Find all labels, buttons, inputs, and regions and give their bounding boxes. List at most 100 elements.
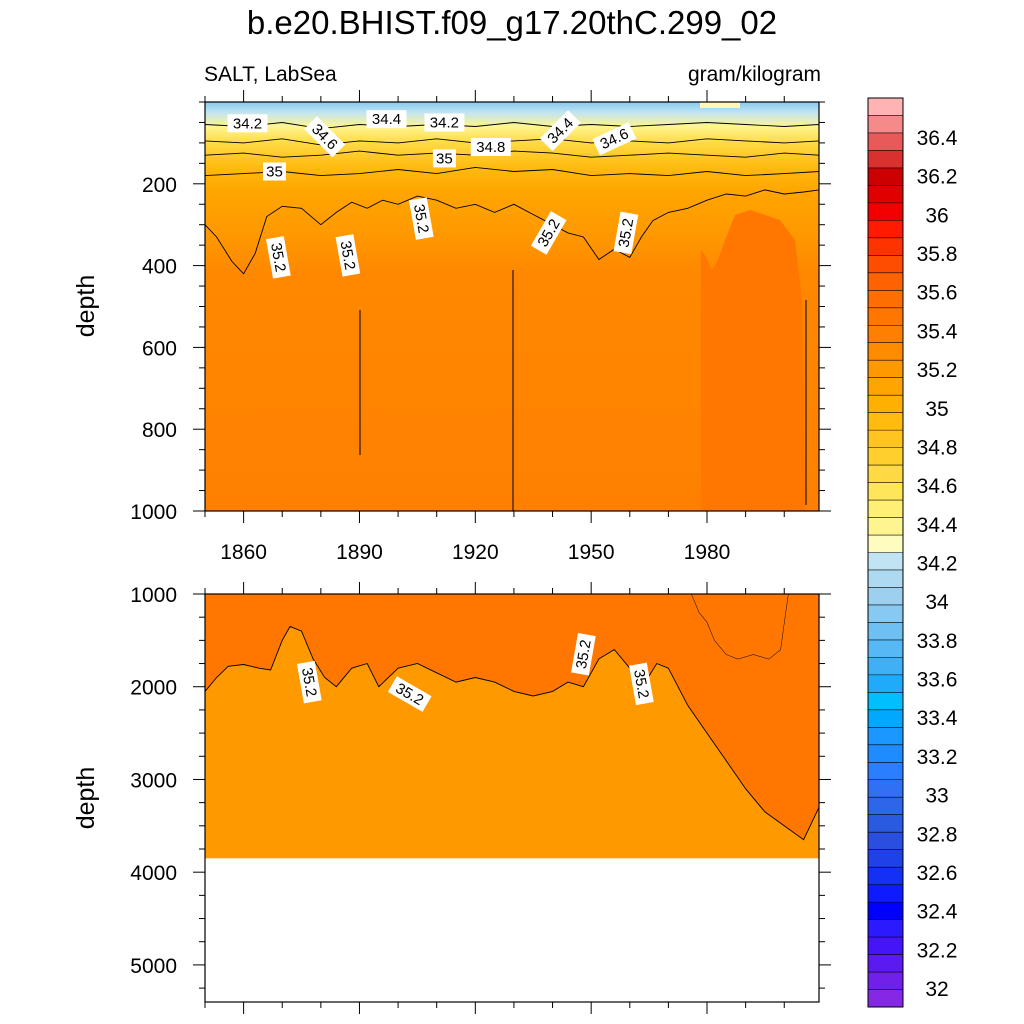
contour-label-bg — [539, 110, 581, 152]
contour-label-text: 35.2 — [630, 668, 652, 700]
contour-label: 34.6 — [304, 116, 346, 158]
colorbar-label: 33.4 — [917, 707, 958, 730]
colorbar-swatch — [868, 447, 903, 466]
colorbar-swatch — [868, 884, 903, 903]
contour-label-text: 35.2 — [267, 242, 289, 274]
contour-label-text: 34.8 — [476, 139, 505, 156]
colorbar-label: 34.8 — [917, 436, 958, 459]
colorbar-swatch — [868, 919, 903, 938]
colorbar-swatch — [868, 517, 903, 536]
colorbar-swatch — [868, 639, 903, 658]
colorbar-swatch — [868, 482, 903, 501]
contour-label-bg — [335, 234, 361, 277]
colorbar-label: 32.8 — [917, 823, 958, 846]
colorbar-label: 35.6 — [917, 282, 958, 305]
contour-label: 35.2 — [571, 633, 596, 676]
contour-label-bg — [387, 676, 432, 712]
y-tick-label: 3000 — [130, 769, 177, 792]
colorbar-swatch — [868, 902, 903, 920]
colorbar-swatch — [868, 377, 903, 396]
colorbar-swatch — [868, 412, 903, 431]
colorbar-swatch — [868, 814, 903, 833]
contour-line-34.6 — [205, 138, 819, 146]
contour-label-text: 35.2 — [337, 240, 359, 272]
y-tick-label: 400 — [142, 256, 177, 279]
colorbar-label: 34.4 — [917, 514, 958, 537]
contour-label-bg — [592, 122, 637, 156]
colorbar-label: 33 — [925, 785, 948, 808]
colorbar-swatch — [868, 727, 903, 746]
contour-label: 34.2 — [424, 113, 465, 132]
upper-surface-fresh-patch — [700, 102, 740, 108]
colorbar: 36.4 36.2 36 35.8 35.6 35.4 35.2 35 34.8 34.6 34.4… — [867, 97, 958, 1008]
units-label: gram/kilogram — [687, 63, 821, 86]
y-tick-label: 200 — [142, 174, 177, 197]
colorbar-swatch — [868, 115, 903, 134]
contour-label: 35 — [432, 149, 456, 168]
contour-line-34.8 — [205, 150, 819, 158]
contour-label-bg — [304, 116, 346, 158]
contour-label: 34.2 — [227, 114, 268, 133]
contour-label-bg — [424, 113, 465, 132]
y-tick-label: 1000 — [130, 584, 177, 607]
colorbar-swatch — [868, 185, 903, 204]
colorbar-swatch — [868, 307, 903, 326]
colorbar-swatch — [868, 132, 903, 151]
x-tick-label: 1860 — [220, 541, 267, 564]
contour-label-bg — [266, 236, 291, 279]
colorbar-swatch — [868, 587, 903, 606]
colorbar-label: 33.2 — [917, 746, 958, 769]
colorbar-swatch — [868, 202, 903, 221]
contour-label: 35.2 — [335, 234, 361, 277]
colorbar-swatch — [868, 972, 903, 990]
colorbar-label: 34 — [925, 591, 949, 614]
colorbar-label: 32.2 — [917, 939, 958, 962]
colorbar-label: 35 — [925, 398, 948, 421]
colorbar-label: 36 — [925, 204, 948, 227]
colorbar-swatch — [868, 849, 903, 868]
colorbar-label: 35.4 — [917, 320, 958, 343]
y-tick-label: 4000 — [130, 862, 177, 885]
colorbar-swatch — [868, 500, 903, 518]
x-tick-label: 1890 — [336, 541, 383, 564]
contour-line-35 — [205, 166, 819, 177]
upper-high-salinity-patch — [701, 210, 805, 511]
contour-label-bg — [408, 197, 434, 240]
contour-label-text: 34.2 — [233, 115, 262, 132]
colorbar-swatch — [868, 657, 903, 676]
contour-label: 34.4 — [366, 110, 407, 129]
colorbar-swatch — [868, 622, 903, 641]
colorbar-label: 34.6 — [917, 475, 958, 498]
colorbar-label: 36.4 — [917, 127, 958, 150]
contour-label: 35.2 — [613, 211, 639, 255]
colorbar-label: 35.8 — [917, 243, 958, 266]
contour-line-35.2 — [205, 189, 819, 275]
colorbar-swatch — [868, 674, 903, 693]
contour-label-bg — [629, 662, 654, 706]
colorbar-label: 35.2 — [917, 359, 958, 382]
colorbar-swatch — [868, 255, 903, 274]
colorbar-swatch — [868, 989, 903, 1008]
contour-label-bg — [296, 660, 322, 704]
colorbar-swatch — [868, 395, 903, 414]
contour-label: 34.8 — [470, 138, 511, 156]
contour-label-text: 35.2 — [615, 217, 637, 249]
colorbar-swatch — [868, 762, 903, 781]
contour-label-bg — [263, 162, 286, 181]
colorbar-swatch — [868, 167, 903, 186]
x-tick-label: 1920 — [452, 541, 499, 564]
colorbar-label: 32.6 — [917, 862, 958, 885]
colorbar-swatch — [868, 552, 903, 571]
colorbar-label: 32.4 — [917, 901, 958, 924]
colorbar-swatch — [868, 709, 903, 728]
colorbar-swatch — [868, 535, 903, 553]
contour-label-bg — [366, 110, 407, 129]
contour-label-bg — [432, 149, 456, 168]
colorbar-swatch — [868, 360, 903, 379]
lower-highest-salinity-patch — [691, 594, 789, 659]
colorbar-label: 33.6 — [917, 669, 958, 692]
colorbar-swatch — [868, 290, 903, 309]
